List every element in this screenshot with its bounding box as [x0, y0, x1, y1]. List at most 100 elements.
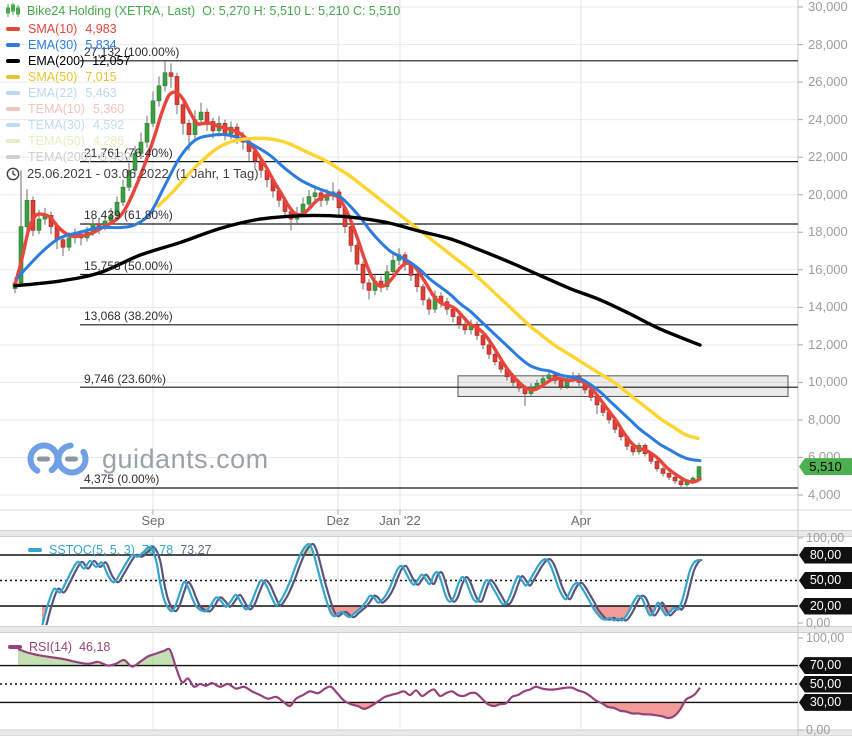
legend-item-tema50[interactable]: TEMA(50) 4,286 [6, 133, 131, 149]
indicator-legend: SMA(10) 4,983 EMA(30) 5,834 EMA(200) 12,057 SM… [6, 21, 131, 165]
ema200-line [13, 213, 702, 347]
y-axis-label: 18,000 [808, 224, 848, 240]
legend-label: EMA(22) [28, 86, 78, 100]
legend-color-dash [6, 91, 20, 95]
rsi-legend[interactable]: RSI(14) 46,18 [8, 640, 110, 654]
rsi-axis-0: 0,00 [806, 723, 831, 737]
date-range: 25.06.2021 - 03.06.2022 [27, 166, 169, 181]
y-axis-label: 26,000 [808, 74, 848, 90]
sstoc-legend[interactable]: SSTOC(5, 5, 3) 73,78 73,27 [28, 543, 211, 557]
legend-label: TEMA(10) [28, 102, 85, 116]
legend-value: 7,015 [85, 70, 117, 84]
legend-item-sma50[interactable]: SMA(50) 7,015 [6, 69, 131, 85]
legend-item-tema200[interactable]: TEMA(200) 5,439 [6, 149, 131, 165]
legend-value: 4,286 [92, 134, 125, 148]
sma50-line [156, 136, 700, 441]
y-axis-label: 12,000 [808, 336, 848, 352]
last-price-tag: 5,510 [799, 458, 852, 476]
rsi-color-dash [8, 645, 22, 649]
legend-value: 5,360 [92, 102, 125, 116]
ema30-line [16, 132, 702, 463]
support-zone-box [457, 375, 789, 397]
fib-label: 27,132 (100.00%) [84, 45, 180, 60]
sma10-line [13, 90, 702, 484]
legend-color-dash [6, 27, 20, 31]
y-axis-label: 4,000 [808, 487, 841, 503]
legend-value: 4,592 [92, 118, 125, 132]
legend-color-dash [6, 155, 20, 159]
legend-item-ema200[interactable]: EMA(200) 12,057 [6, 53, 131, 69]
rsi-threshold-tag: 50,00 [799, 675, 852, 693]
legend-label: SMA(50) [28, 70, 78, 84]
fib-label: 21,761 (76.40%) [84, 146, 173, 161]
y-axis-label: 30,000 [808, 0, 848, 14]
sstoc-axis-0: 0,00 [806, 616, 831, 630]
instrument-ohlc-quote: O: 5,270 H: 5,510 L: 5,210 C: 5,510 [202, 3, 401, 18]
legend-color-dash [6, 107, 20, 111]
y-axis-label: 22,000 [808, 149, 848, 165]
legend-value: 12,057 [92, 54, 131, 68]
legend-item-ema30[interactable]: EMA(30) 5,834 [6, 37, 131, 53]
y-axis-label: 14,000 [808, 299, 848, 315]
date-period: (1 Jahr, 1 Tag) [175, 166, 259, 181]
sstoc-value-k: 73,78 [141, 543, 174, 557]
sstoc-threshold-tag: 50,00 [799, 572, 852, 589]
legend-item-sma10[interactable]: SMA(10) 4,983 [6, 21, 131, 37]
legend-value: 4,983 [85, 22, 117, 36]
y-axis-label: 10,000 [808, 374, 848, 390]
candlestick-icon [6, 3, 20, 17]
legend-label: EMA(200) [28, 54, 85, 68]
y-axis-label: 8,000 [808, 411, 841, 427]
instrument-title: Bike24 Holding (XETRA, Last) [27, 3, 196, 18]
legend-item-ema22[interactable]: EMA(22) 5,463 [6, 85, 131, 101]
rsi-label: RSI(14) [29, 640, 73, 654]
fib-label: 13,068 (38.20%) [84, 309, 173, 324]
fib-label: 9,746 (23.60%) [84, 371, 167, 386]
sstoc-axis-100: 100,00 [806, 531, 845, 545]
legend-value: 5,439 [99, 150, 132, 164]
fib-label: 15,753 (50.00%) [84, 258, 173, 273]
legend-value: 5,463 [85, 86, 117, 100]
sstoc-threshold-tag: 80,00 [799, 546, 852, 564]
x-axis-label: Dez [326, 513, 350, 528]
legend-label: EMA(30) [28, 38, 78, 52]
legend-color-dash [6, 59, 20, 63]
instrument-header: Bike24 Holding (XETRA, Last) O: 5,270 H:… [6, 3, 400, 18]
x-axis-label: Sep [141, 513, 165, 528]
legend-item-tema30[interactable]: TEMA(30) 4,592 [6, 117, 131, 133]
legend-color-dash [6, 139, 20, 143]
rsi-panel [0, 633, 798, 729]
legend-label: TEMA(30) [28, 118, 85, 132]
fib-label: 18,439 (61.80%) [84, 208, 173, 223]
legend-label: TEMA(50) [28, 134, 85, 148]
legend-label: SMA(10) [28, 22, 78, 36]
y-axis-label: 24,000 [808, 111, 848, 127]
y-axis-label: 20,000 [808, 186, 848, 202]
legend-color-dash [6, 75, 20, 79]
watermark: guidants.com [26, 440, 269, 478]
sstoc-threshold-tag: 20,00 [799, 597, 852, 615]
legend-label: TEMA(200) [28, 150, 92, 164]
legend-value: 5,834 [85, 38, 117, 52]
y-axis-label: 28,000 [808, 36, 848, 52]
fib-label: 4,375 (0.00%) [84, 472, 160, 487]
rsi-axis-100: 100,00 [806, 631, 845, 645]
legend-item-tema10[interactable]: TEMA(10) 5,360 [6, 101, 131, 117]
watermark-text: guidants.com [102, 443, 269, 474]
date-range-row: 25.06.2021 - 03.06.2022 (1 Jahr, 1 Tag) [6, 166, 259, 181]
sstoc-panel [0, 537, 798, 625]
rsi-value: 46,18 [79, 640, 111, 654]
clock-icon [6, 167, 20, 180]
y-axis-label: 16,000 [808, 261, 848, 277]
guidants-logo-icon [27, 442, 89, 476]
sstoc-label: SSTOC(5, 5, 3) [49, 543, 135, 557]
legend-color-dash [6, 123, 20, 127]
legend-color-dash [6, 43, 20, 47]
sstoc-value-d: 73,27 [180, 543, 212, 557]
x-axis-label: Jan '22 [379, 513, 421, 528]
rsi-threshold-tag: 70,00 [799, 657, 852, 675]
x-axis-label: Apr [570, 513, 592, 528]
